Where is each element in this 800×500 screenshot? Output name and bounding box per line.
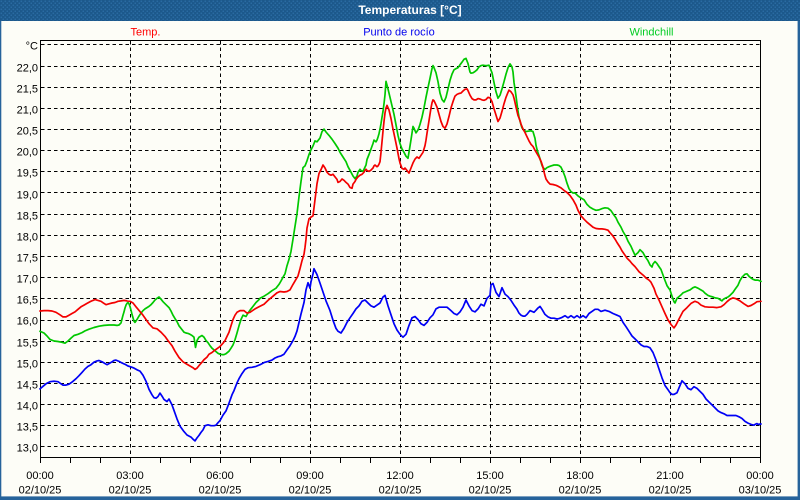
svg-text:19,0: 19,0 [17, 190, 38, 202]
svg-text:02/10/25: 02/10/25 [199, 485, 242, 497]
svg-text:Temperaturas [°C]: Temperaturas [°C] [358, 3, 461, 17]
svg-text:Windchill: Windchill [629, 27, 673, 39]
svg-text:21,5: 21,5 [17, 84, 38, 96]
svg-text:03/10/25: 03/10/25 [739, 485, 782, 497]
svg-text:18,0: 18,0 [17, 232, 38, 244]
svg-text:02/10/25: 02/10/25 [469, 485, 512, 497]
svg-text:12:00: 12:00 [386, 470, 414, 482]
svg-text:06:00: 06:00 [206, 470, 234, 482]
svg-text:02/10/25: 02/10/25 [379, 485, 422, 497]
svg-text:02/10/25: 02/10/25 [289, 485, 332, 497]
svg-text:16,0: 16,0 [17, 316, 38, 328]
svg-text:02/10/25: 02/10/25 [109, 485, 152, 497]
svg-text:16,5: 16,5 [17, 295, 38, 307]
svg-text:Punto de rocío: Punto de rocío [363, 27, 435, 39]
svg-text:20,0: 20,0 [17, 147, 38, 159]
svg-text:17,5: 17,5 [17, 253, 38, 265]
svg-text:15:00: 15:00 [476, 470, 504, 482]
svg-text:02/10/25: 02/10/25 [649, 485, 692, 497]
svg-text:00:00: 00:00 [26, 470, 54, 482]
svg-text:15,0: 15,0 [17, 359, 38, 371]
svg-text:03:00: 03:00 [116, 470, 144, 482]
svg-text:19,5: 19,5 [17, 168, 38, 180]
svg-text:14,5: 14,5 [17, 380, 38, 392]
svg-text:13,5: 13,5 [17, 422, 38, 434]
svg-text:21:00: 21:00 [656, 470, 684, 482]
svg-text:09:00: 09:00 [296, 470, 324, 482]
svg-text:22,0: 22,0 [17, 63, 38, 75]
svg-text:21,0: 21,0 [17, 105, 38, 117]
svg-text:17,0: 17,0 [17, 274, 38, 286]
svg-text:00:00: 00:00 [746, 470, 774, 482]
svg-text:13,0: 13,0 [17, 443, 38, 455]
svg-text:15,5: 15,5 [17, 338, 38, 350]
svg-text:°C: °C [26, 41, 38, 53]
svg-text:18,5: 18,5 [17, 211, 38, 223]
svg-text:14,0: 14,0 [17, 401, 38, 413]
svg-text:02/10/25: 02/10/25 [559, 485, 602, 497]
svg-text:Temp.: Temp. [131, 27, 161, 39]
svg-text:18:00: 18:00 [566, 470, 594, 482]
svg-text:20,5: 20,5 [17, 126, 38, 138]
svg-text:02/10/25: 02/10/25 [19, 485, 62, 497]
